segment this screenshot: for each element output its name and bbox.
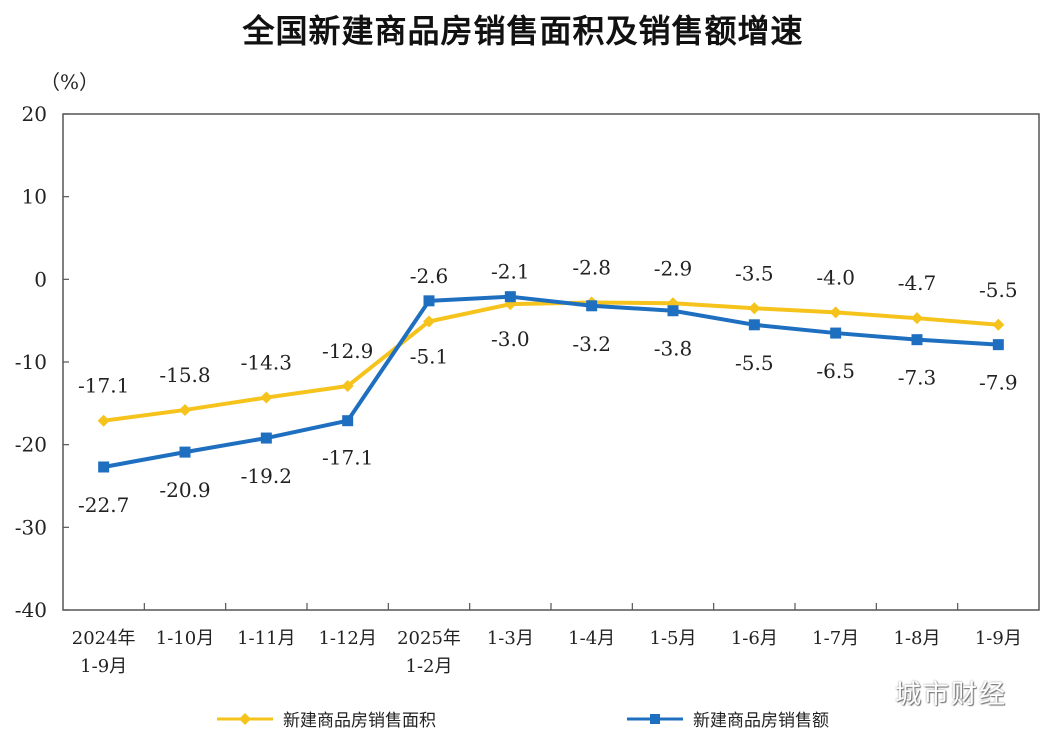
- data-point-marker: [341, 379, 354, 392]
- x-tick-label: 1-3月: [487, 628, 534, 649]
- watermark-logo: 城市财经: [895, 680, 1008, 710]
- data-label-area: -4.7: [898, 271, 937, 295]
- series-layer: [97, 291, 1005, 473]
- legend-line-diamond-icon: [217, 712, 273, 725]
- data-label-amount: -20.9: [159, 478, 210, 502]
- data-label-amount: -7.9: [979, 371, 1018, 395]
- x-tick-label: 1-5月: [650, 628, 697, 649]
- x-tick-label: 1-4月: [568, 628, 615, 649]
- data-point-marker: [586, 300, 598, 312]
- data-labels-layer: -17.1 -15.8 -14.3 -12.9 -5.1 -3.0 -2.8 -2.9 -3.5…: [78, 255, 1018, 517]
- x-tick-label: 1-11月: [237, 628, 295, 649]
- y-tick-label: 0: [34, 267, 47, 291]
- y-tick-label: -40: [15, 598, 47, 622]
- x-tick-label: 1-6月: [731, 628, 778, 649]
- y-tick-label: 10: [22, 185, 47, 209]
- series-line-amount: [103, 294, 999, 469]
- x-tick-label: 1-8月: [894, 628, 941, 649]
- legend-label-amount: 新建商品房销售额: [693, 711, 829, 731]
- data-point-marker: [911, 312, 923, 325]
- data-label-amount: -3.8: [654, 337, 693, 361]
- x-axis-ticks: 2024年 1-9月 1-10月 1-11月 1-12月 2025年 1-2月 1-3月 1-4…: [72, 603, 1022, 677]
- data-point-marker: [260, 391, 273, 404]
- data-label-amount: -2.1: [491, 260, 530, 284]
- legend-item-area: 新建商品房销售面积: [215, 706, 436, 731]
- data-label-amount: -3.2: [572, 332, 611, 356]
- data-point-marker: [748, 319, 760, 331]
- data-label-area: -4.0: [816, 265, 855, 289]
- data-label-amount: -17.1: [322, 446, 373, 470]
- data-label-area: -2.9: [654, 256, 693, 280]
- data-point-marker: [504, 291, 516, 303]
- data-point-marker: [179, 403, 191, 416]
- y-tick-label: -30: [15, 515, 47, 539]
- data-label-area: -14.3: [241, 351, 292, 375]
- x-tick-label: 1-7月: [812, 628, 859, 649]
- data-point-marker: [97, 414, 110, 427]
- x-tick-label: 1-9月: [80, 656, 127, 677]
- data-label-area: -15.8: [159, 363, 210, 387]
- y-tick-label: 20: [22, 102, 47, 126]
- x-tick-label: 1-10月: [156, 628, 214, 649]
- data-point-marker: [992, 339, 1004, 351]
- data-label-amount: -19.2: [241, 464, 292, 488]
- x-tick-label: 2025年: [397, 628, 461, 649]
- data-label-amount: -5.5: [735, 351, 774, 375]
- data-label-area: -3.0: [491, 327, 530, 351]
- x-tick-label: 1-9月: [975, 628, 1022, 649]
- data-label-area: -2.8: [572, 255, 611, 279]
- chart-title: 全国新建商品房销售面积及销售额增速: [242, 12, 804, 50]
- x-tick-label: 2024年: [72, 628, 136, 649]
- x-tick-label: 1-2月: [406, 656, 453, 677]
- data-point-marker: [423, 315, 435, 328]
- data-point-marker: [830, 327, 842, 339]
- data-point-marker: [667, 305, 679, 317]
- data-point-marker: [342, 415, 354, 427]
- y-tick-label: -20: [15, 433, 47, 457]
- legend-label-area: 新建商品房销售面积: [283, 711, 436, 731]
- series-line-area: [103, 300, 999, 423]
- data-label-area: -5.5: [979, 278, 1018, 302]
- legend-line-square-icon: [627, 713, 683, 724]
- legend-item-amount: 新建商品房销售额: [625, 706, 829, 731]
- data-point-marker: [179, 446, 191, 458]
- data-point-marker: [423, 295, 435, 307]
- data-label-area: -3.5: [735, 261, 774, 285]
- data-label-area: -17.1: [78, 374, 129, 398]
- data-label-area: -12.9: [322, 339, 373, 363]
- x-tick-label: 1-12月: [318, 628, 376, 649]
- y-tick-label: -10: [15, 350, 47, 374]
- data-label-amount: -22.7: [78, 493, 129, 517]
- data-point-marker: [992, 318, 1005, 331]
- y-axis-ticks: 20 10 0 -10 -20 -30 -40: [15, 102, 69, 622]
- data-label-amount: -6.5: [816, 359, 855, 383]
- y-axis-unit-label: （%）: [40, 70, 100, 94]
- data-point-marker: [829, 306, 842, 319]
- data-point-marker: [98, 461, 110, 473]
- data-label-amount: -7.3: [898, 366, 937, 390]
- data-point-marker: [260, 432, 272, 444]
- data-label-area: -5.1: [410, 344, 449, 368]
- data-point-marker: [748, 302, 761, 315]
- data-point-marker: [911, 334, 923, 346]
- data-label-amount: -2.6: [410, 264, 449, 288]
